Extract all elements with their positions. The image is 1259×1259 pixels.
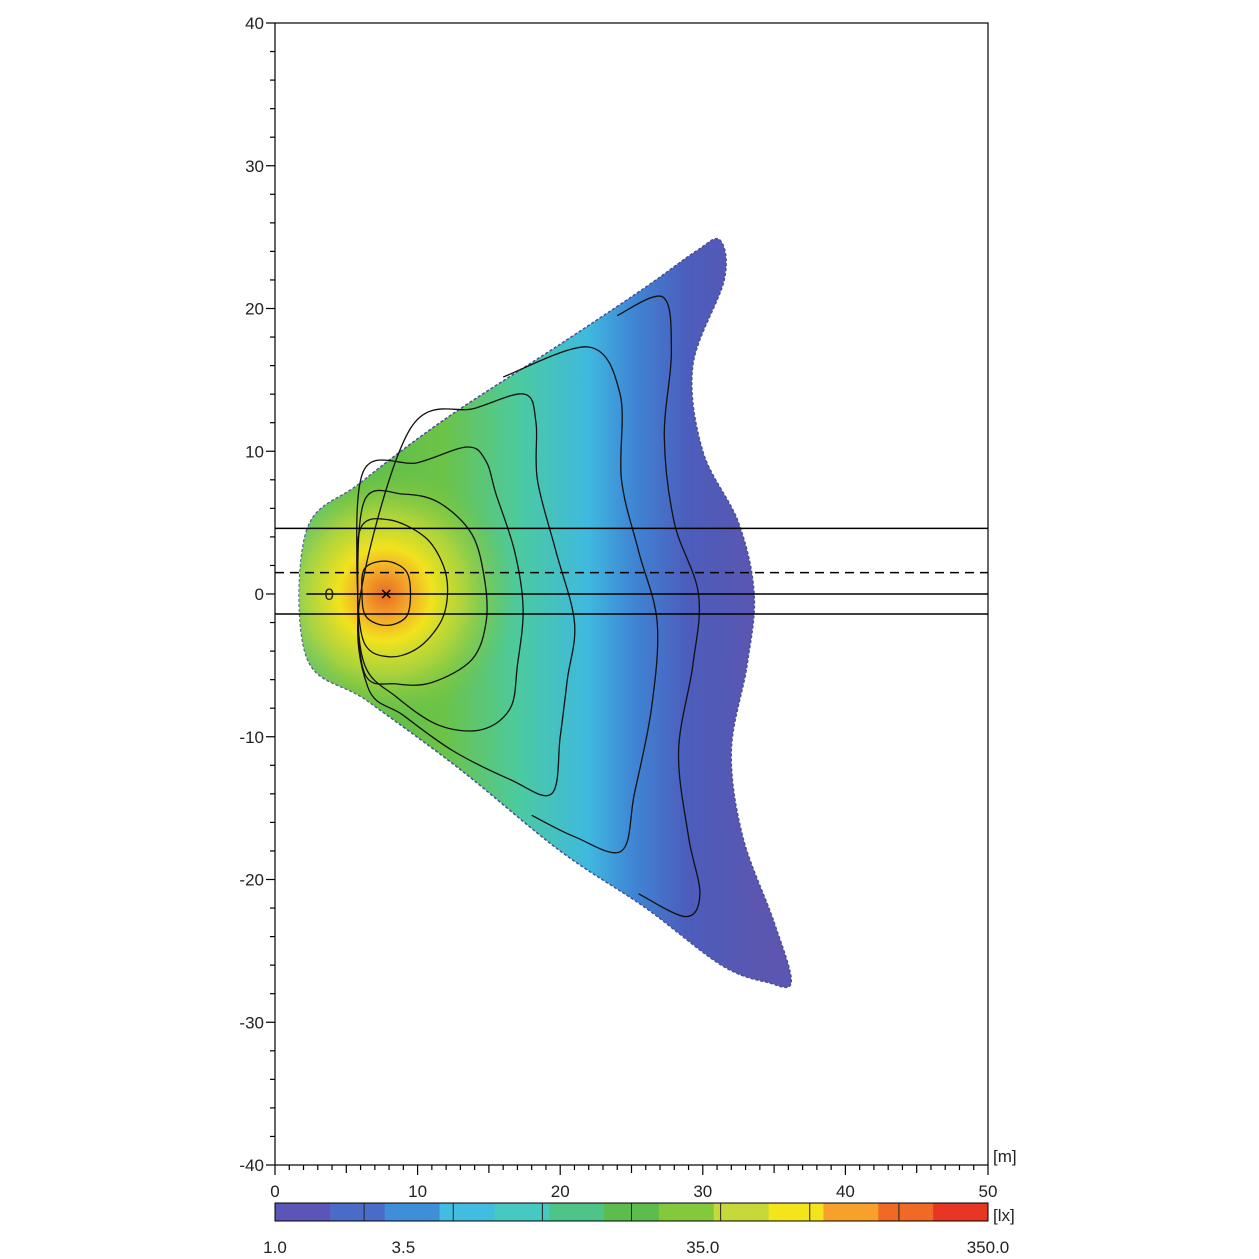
hotspot-overlay <box>299 238 792 988</box>
colorbar-segment <box>713 1203 770 1221</box>
contour-line <box>361 560 412 627</box>
colorbar-segment <box>768 1203 824 1221</box>
y-axis: 40 30 20 10 0 -10 -20 -30 -40 <box>239 14 275 1175</box>
contour-line <box>502 346 659 854</box>
colorbar-label: 3.5 <box>392 1238 416 1257</box>
colorbar-segment <box>878 1203 934 1221</box>
colorbar-segment <box>329 1203 386 1221</box>
colorbar-segment <box>494 1203 550 1221</box>
colorbar-label: 1.0 <box>263 1238 287 1257</box>
y-tick-label: 30 <box>245 157 264 176</box>
colorbar: 1.0 3.5 35.0 350.0 <box>263 1202 1010 1257</box>
contour-line <box>616 295 701 918</box>
contour-line <box>357 489 488 686</box>
x-tick-label: 50 <box>979 1182 998 1201</box>
y-tick-label: -40 <box>239 1156 264 1175</box>
plot-layer: 0 <box>275 237 988 989</box>
x-tick-label: 20 <box>551 1182 570 1201</box>
x-tick-label: 30 <box>693 1182 712 1201</box>
colorbar-segment <box>275 1203 331 1221</box>
colorbar-segment <box>823 1203 879 1221</box>
colorbar-segment <box>658 1203 715 1221</box>
y-tick-label: 10 <box>245 442 264 461</box>
colorbar-segment <box>549 1203 605 1221</box>
light-source: 0 <box>324 585 391 604</box>
y-tick-label: 0 <box>255 585 264 604</box>
reference-lines <box>275 527 988 615</box>
contour-lines <box>356 295 701 918</box>
colorbar-unit-label: [lx] <box>993 1206 1015 1225</box>
y-tick-label: 40 <box>245 14 264 33</box>
y-tick-label: -20 <box>239 871 264 890</box>
x-unit-label: [m] <box>993 1147 1017 1166</box>
colorbar-label: 35.0 <box>686 1238 719 1257</box>
y-tick-label: 20 <box>245 300 264 319</box>
x-tick-label: 0 <box>270 1182 279 1201</box>
colorbar-segment <box>933 1203 989 1221</box>
source-marker <box>381 589 391 599</box>
contour-line <box>356 446 524 732</box>
colorbar-segment <box>439 1203 495 1221</box>
y-tick-label: -10 <box>239 728 264 747</box>
source-label: 0 <box>324 585 333 604</box>
y-tick-label: -30 <box>239 1013 264 1032</box>
contour-line <box>356 517 449 658</box>
contour-line <box>356 393 576 797</box>
x-tick-label: 10 <box>408 1182 427 1201</box>
colorbar-segment <box>384 1203 441 1221</box>
x-axis: 0 10 20 30 40 50 <box>270 1165 997 1201</box>
colorbar-label: 350.0 <box>967 1238 1010 1257</box>
x-tick-label: 40 <box>836 1182 855 1201</box>
